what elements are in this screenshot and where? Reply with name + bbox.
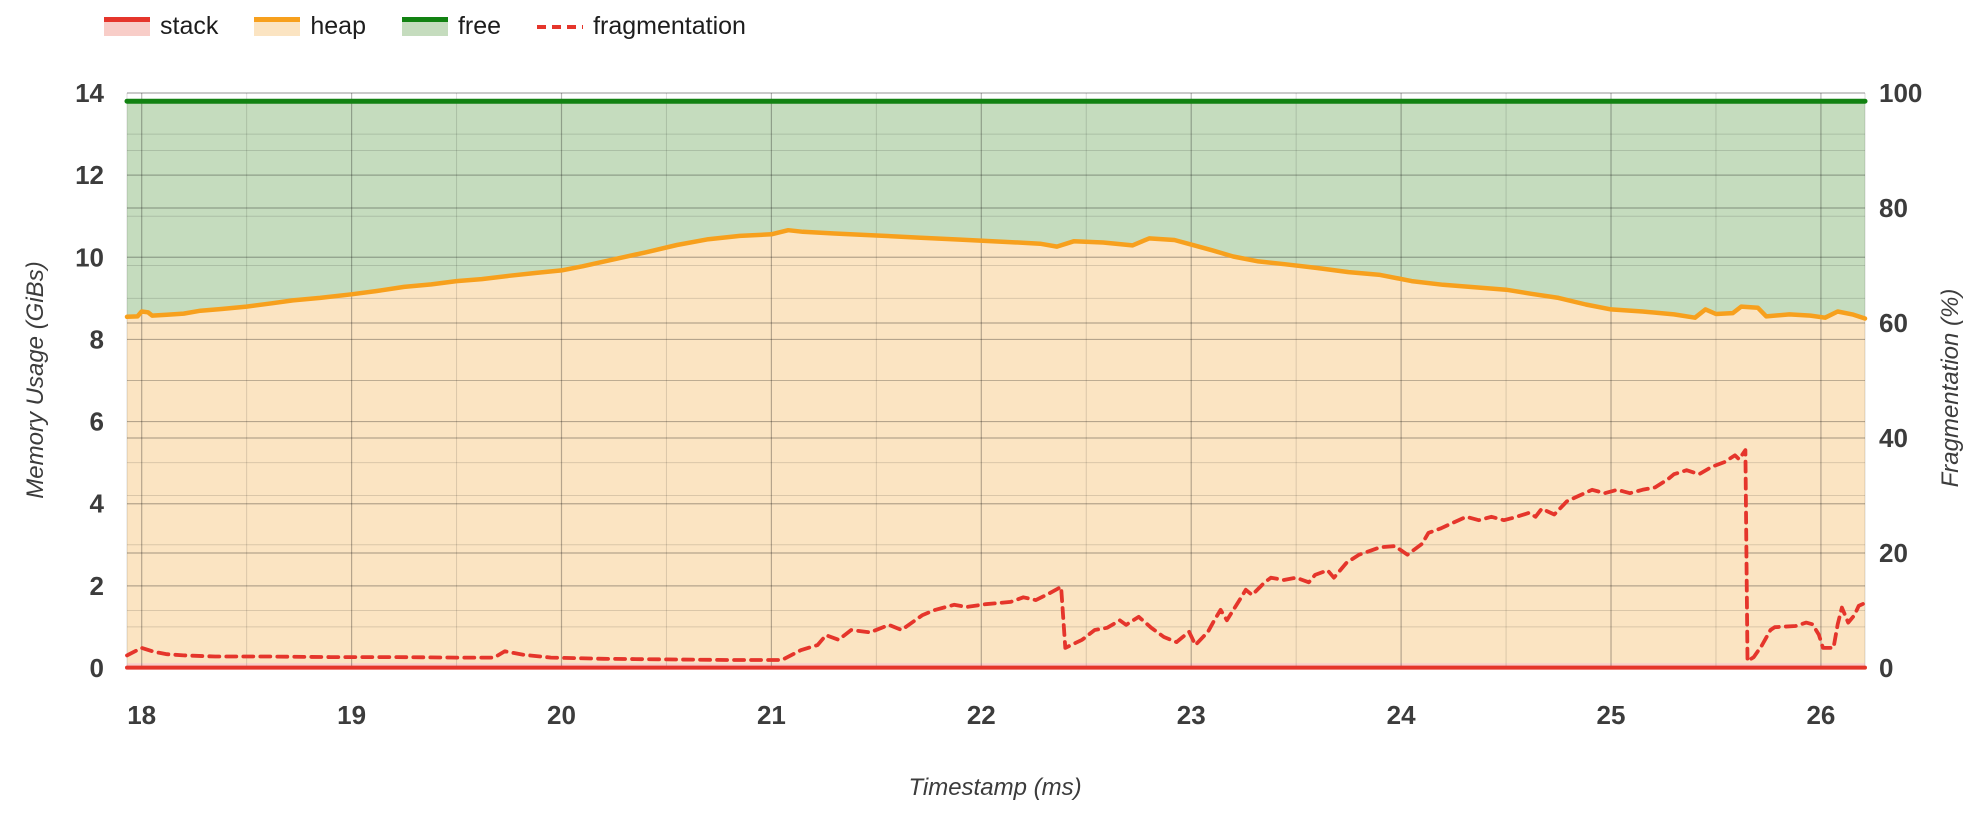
y-left-tick-label: 8 [90, 324, 104, 354]
y-left-tick-label: 10 [75, 242, 104, 272]
x-tick-label: 20 [547, 700, 576, 730]
free-area [127, 101, 1865, 319]
legend-item-fragmentation: fragmentation [537, 14, 746, 39]
y-right-tick-label: 0 [1879, 653, 1893, 683]
x-tick-label: 25 [1597, 700, 1626, 730]
legend-label-free: free [457, 12, 502, 40]
legend-label-heap: heap [310, 12, 366, 40]
y-left-tick-label: 4 [90, 489, 105, 519]
y-left-tick-label: 0 [90, 653, 104, 683]
y-right-tick-label: 20 [1879, 538, 1908, 568]
legend-swatch-heap [254, 17, 301, 36]
x-tick-label: 21 [757, 700, 786, 730]
y-left-tick-label: 12 [75, 160, 104, 190]
y-right-tick-label: 100 [1879, 78, 1922, 108]
x-tick-label: 26 [1806, 700, 1835, 730]
chart-legend: stack heap free fragmentation [104, 14, 746, 39]
legend-label-fragmentation: fragmentation [593, 12, 746, 40]
y-left-tick-label: 6 [90, 407, 104, 437]
x-tick-label: 24 [1387, 700, 1416, 730]
x-tick-label: 22 [967, 700, 996, 730]
heap-line [124, 227, 1868, 321]
legend-swatch-stack [104, 17, 150, 36]
y-left-tick-label: 14 [75, 78, 104, 108]
x-tick-label: 18 [127, 700, 156, 730]
x-tick-label: 19 [337, 700, 366, 730]
legend-item-heap: heap [254, 14, 366, 39]
legend-swatch-fragmentation [537, 24, 584, 29]
left-axis-title: Memory Usage (GiBs) [22, 261, 49, 499]
y-right-tick-label: 80 [1879, 193, 1908, 223]
legend-item-free: free [401, 12, 502, 40]
legend-swatch-free [401, 17, 448, 36]
y-right-tick-label: 60 [1879, 308, 1908, 338]
x-axis-title: Timestamp (ms) [908, 774, 1082, 801]
y-left-tick-label: 2 [90, 571, 104, 601]
x-tick-label: 23 [1177, 700, 1206, 730]
right-axis-title: Fragmentation (%) [1937, 288, 1964, 488]
legend-item-stack: stack [104, 14, 218, 39]
y-right-tick-label: 40 [1879, 423, 1908, 453]
legend-label-stack: stack [160, 12, 219, 40]
fragmentation-line [125, 448, 1867, 663]
heap-area [127, 230, 1865, 664]
